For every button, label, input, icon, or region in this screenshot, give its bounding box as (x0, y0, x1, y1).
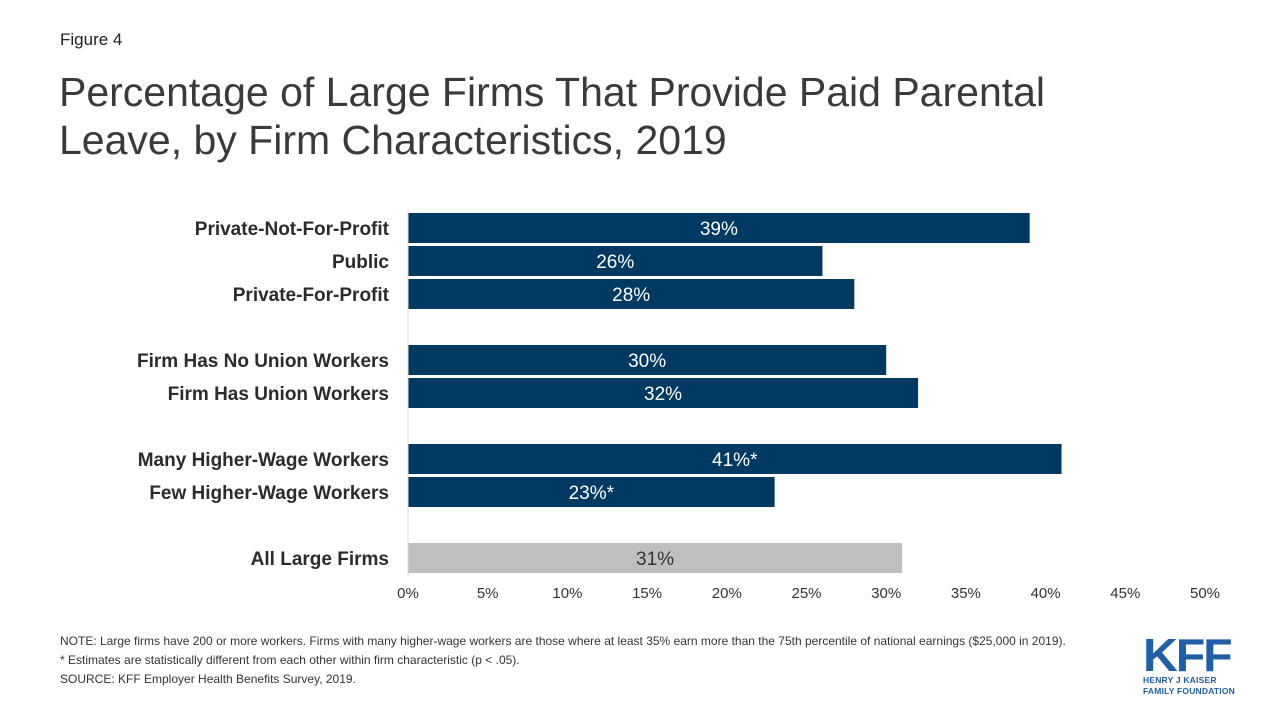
figure-label: Figure 4 (60, 30, 123, 49)
x-tick-label: 0% (397, 585, 419, 602)
category-label: Few Higher-Wage Workers (149, 483, 389, 504)
x-tick-label: 10% (552, 585, 582, 602)
category-label: Private-Not-For-Profit (195, 219, 390, 240)
chart-notes: NOTE: Large firms have 200 or more worke… (60, 634, 1130, 691)
bar (408, 279, 855, 309)
logo-line-1: HENRY J KAISER (1143, 675, 1217, 685)
data-label: 31% (636, 549, 674, 570)
category-label: Firm Has Union Workers (168, 384, 389, 405)
x-tick-label: 40% (1031, 585, 1061, 602)
x-tick-label: 35% (951, 585, 981, 602)
data-label: 26% (596, 252, 634, 273)
category-label: All Large Firms (251, 549, 389, 570)
data-label: 28% (612, 285, 650, 306)
x-tick-label: 30% (871, 585, 901, 602)
data-label: 41%* (712, 450, 758, 471)
x-tick-label: 50% (1190, 585, 1220, 602)
data-label: 39% (700, 219, 738, 240)
bar (408, 543, 903, 573)
kff-logo: KFF HENRY J KAISER FAMILY FOUNDATION (1143, 632, 1238, 696)
x-tick-label: 20% (712, 585, 742, 602)
data-label: 30% (628, 351, 666, 372)
category-label: Public (332, 252, 389, 273)
bar (408, 246, 823, 276)
x-tick-label: 5% (477, 585, 499, 602)
logo-mark: KFF (1143, 629, 1233, 681)
data-label: 23%* (569, 483, 615, 504)
x-tick-label: 25% (791, 585, 821, 602)
bar (408, 477, 775, 507)
bar-chart: Private-Not-For-Profit 39% Public 26% Privat… (137, 210, 1220, 602)
asterisk-note: * Estimates are statistically different … (60, 653, 520, 667)
source-text: SOURCE: KFF Employer Health Benefits Sur… (60, 672, 356, 686)
category-label: Many Higher-Wage Workers (138, 450, 389, 471)
bar (408, 378, 919, 408)
category-label: Private-For-Profit (233, 285, 390, 306)
logo-line-2: FAMILY FOUNDATION (1143, 686, 1236, 696)
x-tick-label: 15% (632, 585, 662, 602)
category-label: Firm Has No Union Workers (137, 351, 389, 372)
bar (408, 345, 887, 375)
chart-title: Percentage of Large Firms That Provide P… (59, 69, 1046, 163)
bar (408, 444, 1062, 474)
note-text: NOTE: Large firms have 200 or more worke… (60, 634, 1066, 648)
x-tick-label: 45% (1110, 585, 1140, 602)
data-label: 32% (644, 384, 682, 405)
bar (408, 213, 1030, 243)
